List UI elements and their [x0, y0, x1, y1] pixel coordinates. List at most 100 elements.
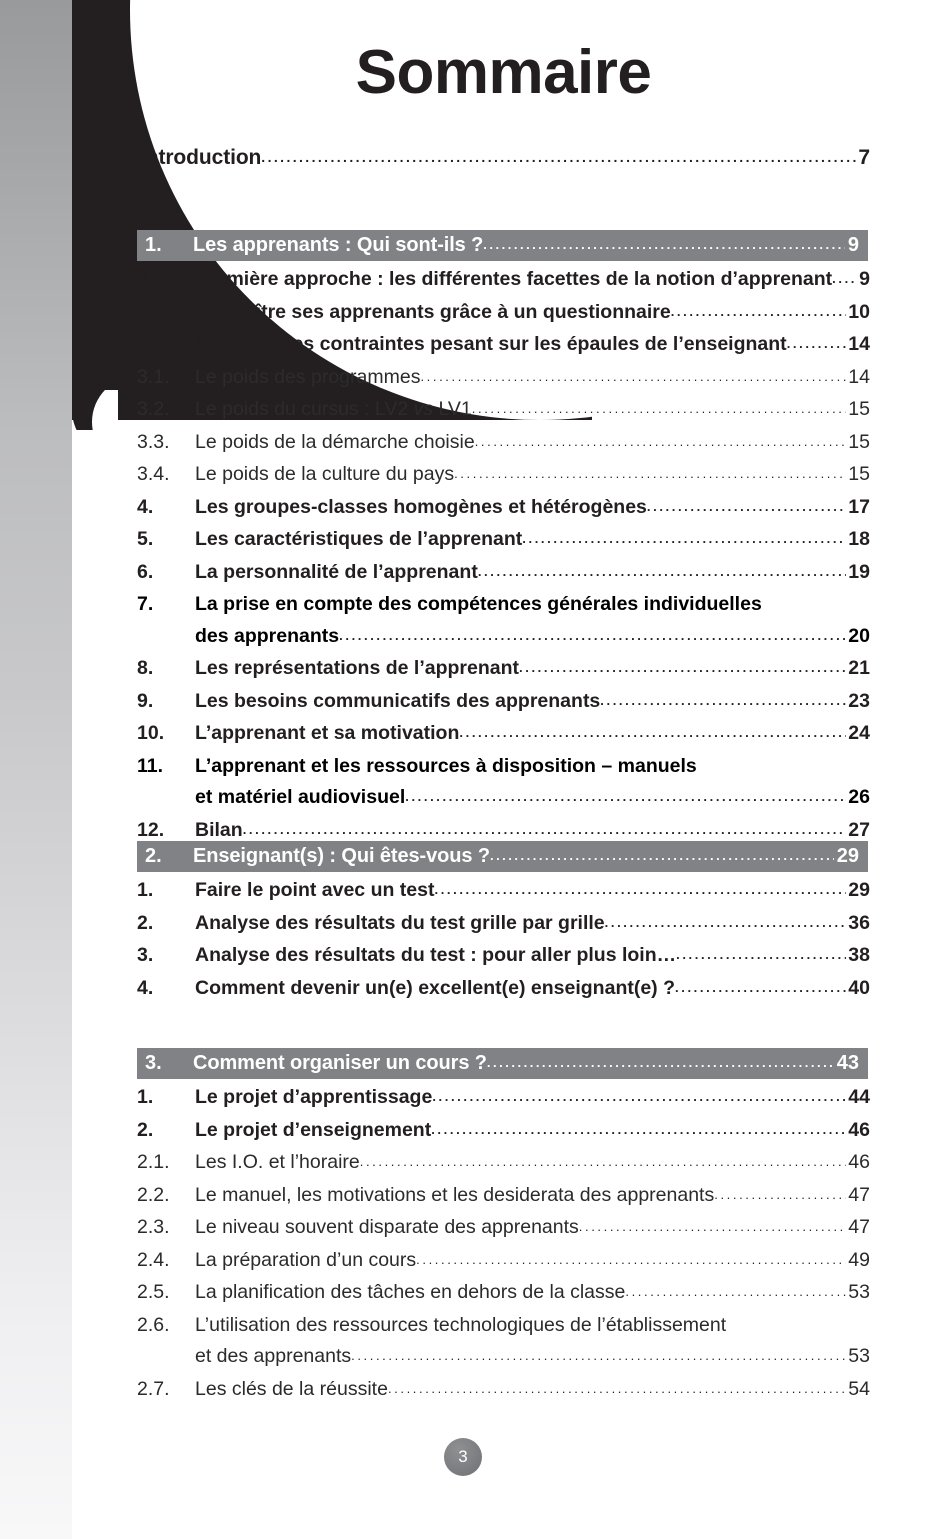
toc-entry-body: Faire le point avec un test 29 [195, 875, 870, 908]
toc-entry: 2. Analyse des résultats du test grille p… [137, 908, 870, 941]
toc-entry-page: 14 [848, 365, 870, 388]
toc-entry-label: L’apprenant et les ressources à disposit… [195, 754, 697, 777]
toc-entry-number: 2.4. [137, 1248, 170, 1271]
toc-leader-dots [459, 718, 846, 749]
toc-entry-body: Le poids du cursus : LV2 vs LV1 15 [195, 394, 870, 427]
toc-entry-number: 3.4. [137, 463, 170, 485]
section-entry-list: 1. Première approche : les différentes fa… [137, 264, 870, 847]
toc-entry-page: 49 [848, 1248, 870, 1271]
toc-entry-body: La préparation d’un cours 49 [195, 1245, 870, 1278]
toc-entry-page: 18 [848, 528, 870, 550]
toc-entry-body: Connaître ses apprenants grâce à un ques… [195, 297, 870, 330]
toc-entry-label: L’utilisation des ressources technologiq… [195, 1313, 727, 1336]
toc-leader-dots [714, 1180, 846, 1211]
toc-entry-label: Introduction [140, 146, 262, 169]
toc-leader-dots [420, 362, 846, 393]
toc-leader-dots [579, 1212, 847, 1243]
toc-entry-line-1: 11. L’apprenant et les ressources à dispo… [137, 751, 870, 783]
toc-leader-dots [671, 297, 847, 328]
toc-entry-number: 12. [137, 818, 165, 841]
toc-leader-dots [339, 621, 846, 652]
toc-entry-number: 3.3. [137, 430, 170, 453]
toc-entry-label: La prise en compte des compétences génér… [195, 593, 762, 615]
toc-leader-dots [360, 1147, 847, 1178]
toc-entry: 3.1. Le poids des programmes 14 [137, 362, 870, 395]
toc-entry-line-2: des apprenants 20 [137, 621, 870, 654]
toc-leader-dots [647, 492, 846, 523]
toc-entry-number: 3. [137, 333, 154, 355]
toc-entry-body: Le manuel, les motivations et les deside… [195, 1180, 870, 1213]
section-title: Comment organiser un cours ? [193, 1052, 487, 1074]
toc-entry-body: Analyse des résultats du test : pour all… [195, 940, 870, 973]
toc-entry: 10. L’apprenant et sa motivation 24 [137, 718, 870, 751]
toc-leader-dots [625, 1277, 846, 1308]
toc-entry-page: 19 [848, 560, 870, 583]
toc-leader-dots [351, 1341, 846, 1372]
toc-entry-body: Les clés de la réussite 54 [195, 1374, 870, 1407]
toc-entry-number: 2.7. [137, 1377, 170, 1400]
toc-entry-label: Comment devenir un(e) excellent(e) ensei… [195, 976, 676, 999]
toc-entry-body: Première approche : les différentes face… [195, 264, 870, 297]
toc-entry-page: 15 [848, 463, 870, 485]
section-header-body: Comment organiser un cours ? 43 [193, 1052, 868, 1075]
section-page: 43 [836, 1052, 859, 1074]
toc-entry-label-continued: des apprenants [195, 624, 340, 647]
toc-entry-page: 23 [848, 689, 870, 712]
section-title: Les apprenants : Qui sont-ils ? [193, 234, 484, 256]
toc-entry-number: 2.3. [137, 1216, 170, 1238]
toc-entry-body: Introduction 7 [140, 146, 870, 170]
toc-entry-page: 47 [848, 1183, 870, 1206]
section-entry-list: 1. Faire le point avec un test 29 2. Analyse… [137, 875, 870, 1005]
toc-entry-page: 38 [848, 944, 870, 966]
toc-entry-page: 47 [848, 1216, 870, 1238]
toc-leader-dots [475, 427, 847, 458]
toc-entry-number: 1. [137, 879, 154, 901]
page-title: Sommaire [355, 38, 652, 107]
toc-leader-dots [431, 1115, 846, 1146]
toc-entry: 3.2. Le poids du cursus : LV2 vs LV1 15 [137, 394, 870, 427]
toc-entry-label: Le poids de la démarche choisie [195, 430, 475, 453]
toc-entry: 5. Les caractéristiques de l’apprenant 18 [137, 524, 870, 557]
toc-entry: 4. Les groupes-classes homogènes et hétér… [137, 492, 870, 525]
toc-entry-label: Le poids des contraintes pesant sur les … [195, 333, 787, 355]
toc-entry-body: Les représentations de l’apprenant 21 [195, 653, 870, 686]
section-header-bar: 3. Comment organiser un cours ? 43 [137, 1048, 868, 1079]
toc-entry: 3. Le poids des contraintes pesant sur le… [137, 329, 870, 362]
toc-entry: 1. Faire le point avec un test 29 [137, 875, 870, 908]
toc-entry-body: et des apprenants 53 [195, 1341, 870, 1374]
toc-entry-number: 2. [137, 911, 154, 934]
toc-entry: 4. Comment devenir un(e) excellent(e) ens… [137, 973, 870, 1006]
toc-entry: 9. Les besoins communicatifs des apprenan… [137, 686, 870, 719]
toc-entry-page: 15 [848, 398, 870, 420]
toc-entry-line-2: et des apprenants 53 [137, 1341, 870, 1374]
toc-entry-body: Le projet d’apprentissage 44 [195, 1082, 870, 1115]
toc-entry: 12. Bilan 27 [137, 815, 870, 848]
toc-entry: 2.5. La planification des tâches en dehor… [137, 1277, 870, 1310]
toc-entry: 3.3. Le poids de la démarche choisie 15 [137, 427, 870, 460]
toc-content: Sommaire Introduction 7 1. Les apprenants… [137, 0, 870, 1539]
toc-entry-page: 17 [848, 495, 870, 518]
toc-entry: 11. L’apprenant et les ressources à dispo… [137, 751, 870, 815]
toc-entry-body: La planification des tâches en dehors de… [195, 1277, 870, 1310]
section-leader-dots [483, 237, 845, 252]
toc-entry-page: 15 [848, 430, 870, 453]
toc-leader-dots [416, 1245, 846, 1276]
toc-entry-introduction: Introduction 7 [140, 146, 870, 170]
toc-entry-page: 46 [848, 1118, 870, 1141]
toc-entry: 2. Le projet d’enseignement 46 [137, 1115, 870, 1148]
toc-entry-label: La préparation d’un cours [195, 1248, 417, 1271]
toc-entry-body: La personnalité de l’apprenant 19 [195, 557, 870, 590]
toc-entry-body: Le poids de la démarche choisie 15 [195, 427, 870, 460]
toc-entry-body: Le niveau souvent disparate des apprenan… [195, 1212, 870, 1245]
toc-leader-dots [605, 908, 847, 939]
toc-entry-body: Comment devenir un(e) excellent(e) ensei… [195, 973, 870, 1006]
toc-entry-label: Bilan [195, 818, 243, 841]
toc-entry-label-italic: vs [413, 398, 434, 420]
toc-entry: 3.4. Le poids de la culture du pays 15 [137, 459, 870, 492]
toc-entry-body: Le poids de la culture du pays 15 [195, 459, 870, 492]
toc-entry-page: 14 [848, 333, 870, 355]
toc-entry-number: 2.5. [137, 1281, 170, 1303]
toc-leader-dots [472, 394, 847, 425]
toc-entry: 2.7. Les clés de la réussite 54 [137, 1374, 870, 1407]
